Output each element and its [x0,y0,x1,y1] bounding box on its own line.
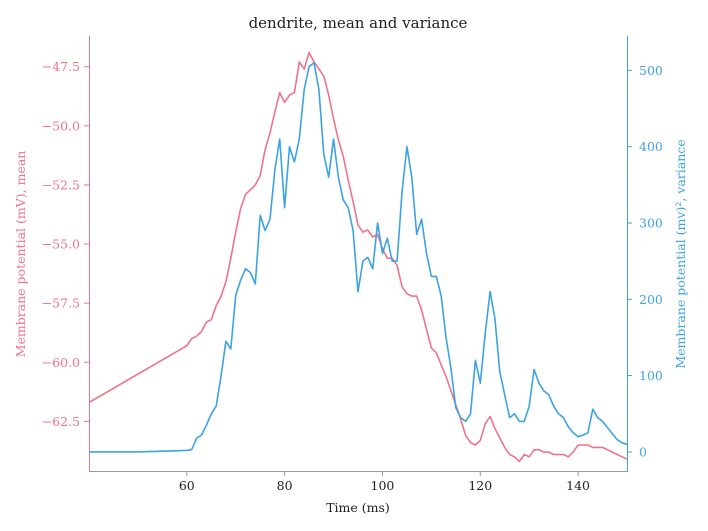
mean-series-line [88,51,628,463]
left-y-tick-label: −52.5 [42,177,80,192]
left-y-axis-ticks: −47.5 −50.0 −52.5 −55.0 −57.5 −60.0 −62.5 [42,59,89,429]
right-y-tick-label: 100 [639,368,663,383]
right-y-axis-label: Membrane potential (mv)², variance [673,139,688,368]
right-y-tick-label: 0 [639,444,647,459]
x-axis-label: Time (ms) [326,500,390,515]
right-y-tick-label: 500 [639,63,663,78]
variance-series-line [89,61,628,453]
x-tick-label: 140 [566,478,590,493]
left-y-tick-label: −47.5 [42,59,80,74]
left-y-tick-label: −57.5 [42,296,80,311]
chart-title: dendrite, mean and variance [249,14,468,32]
left-y-axis-label: Membrane potential (mV), mean [13,151,28,358]
left-y-tick-label: −60.0 [42,355,80,370]
x-axis-ticks: 60 80 100 120 140 [179,471,590,493]
right-y-tick-label: 200 [639,292,663,307]
right-y-axis-ticks: 0 100 200 300 400 500 [627,63,663,459]
x-tick-label: 100 [371,478,395,493]
right-y-tick-label: 300 [639,215,663,230]
plot-area: 60 80 100 120 140 −47.5−50.0−52.5−55.0−57.5−… [42,36,663,493]
x-tick-label: 120 [468,478,492,493]
left-y-tick-label: −62.5 [42,414,80,429]
left-y-tick-label: −50.0 [42,118,80,133]
left-y-tick-label: −55.0 [42,237,80,252]
x-tick-label: 60 [179,478,195,493]
x-tick-label: 80 [277,478,293,493]
right-y-tick-label: 400 [639,139,663,154]
